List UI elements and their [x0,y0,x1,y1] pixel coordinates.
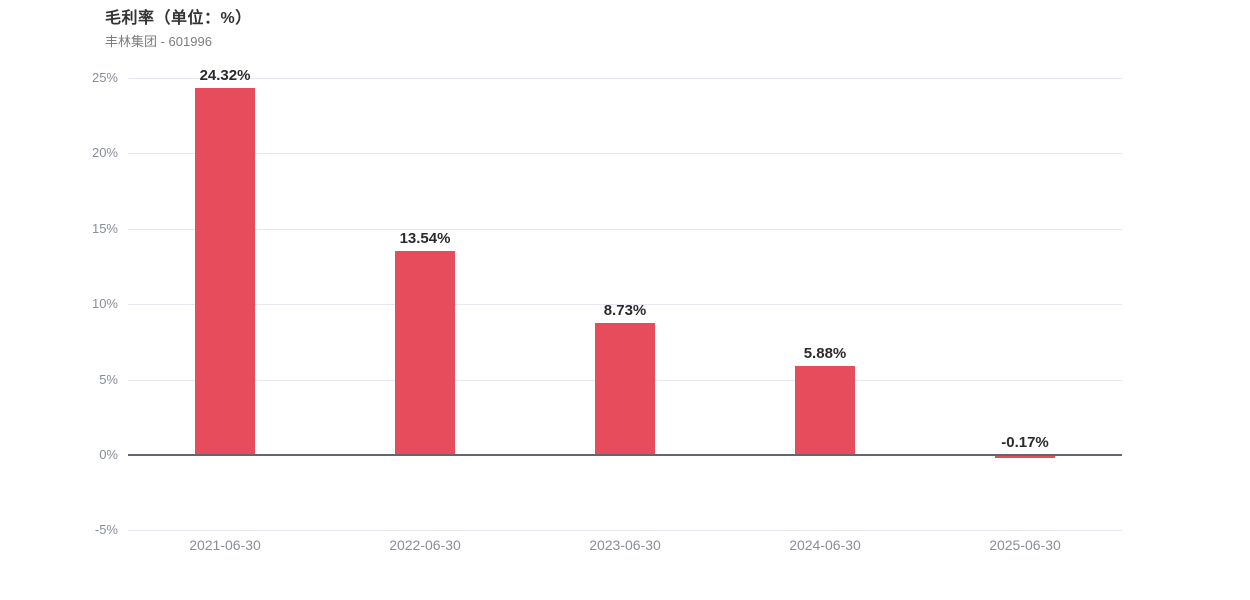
bar [195,88,255,455]
gridline [128,530,1122,532]
bar [995,455,1055,458]
y-tick-label: 5% [99,371,118,387]
bar-value-label: -0.17% [1001,434,1049,451]
gridline [128,304,1122,306]
y-tick-label: 25% [91,70,118,85]
bar-value-label: 5.88% [803,345,847,363]
bar [395,250,455,455]
x-tick-label: 2021-06-30 [189,537,261,553]
chart-subtitle: 丰林集团 - 601996 [105,34,212,49]
gridline [128,153,1122,155]
bar [595,323,655,455]
gridline [128,228,1122,230]
x-tick-label: 2023-06-30 [589,537,661,553]
gridline [128,78,1122,79]
x-tick-label: 2024-06-30 [789,537,861,553]
y-tick-label: -5% [94,522,118,538]
y-tick-label: 10% [91,296,118,312]
bar-value-label: 24.32% [199,67,251,85]
chart-title: 毛利率（单位：%） [105,10,252,27]
bar-value-label: 8.73% [603,302,647,320]
zero-axis-line [128,454,1122,456]
x-tick-label: 2025-06-30 [989,537,1061,553]
bar [795,366,855,455]
y-tick-label: 20% [91,145,118,161]
bar-value-label: 13.54% [399,229,451,247]
y-tick-label: 15% [91,220,118,236]
y-tick-label: 0% [99,447,118,462]
x-tick-label: 2022-06-30 [389,537,461,553]
